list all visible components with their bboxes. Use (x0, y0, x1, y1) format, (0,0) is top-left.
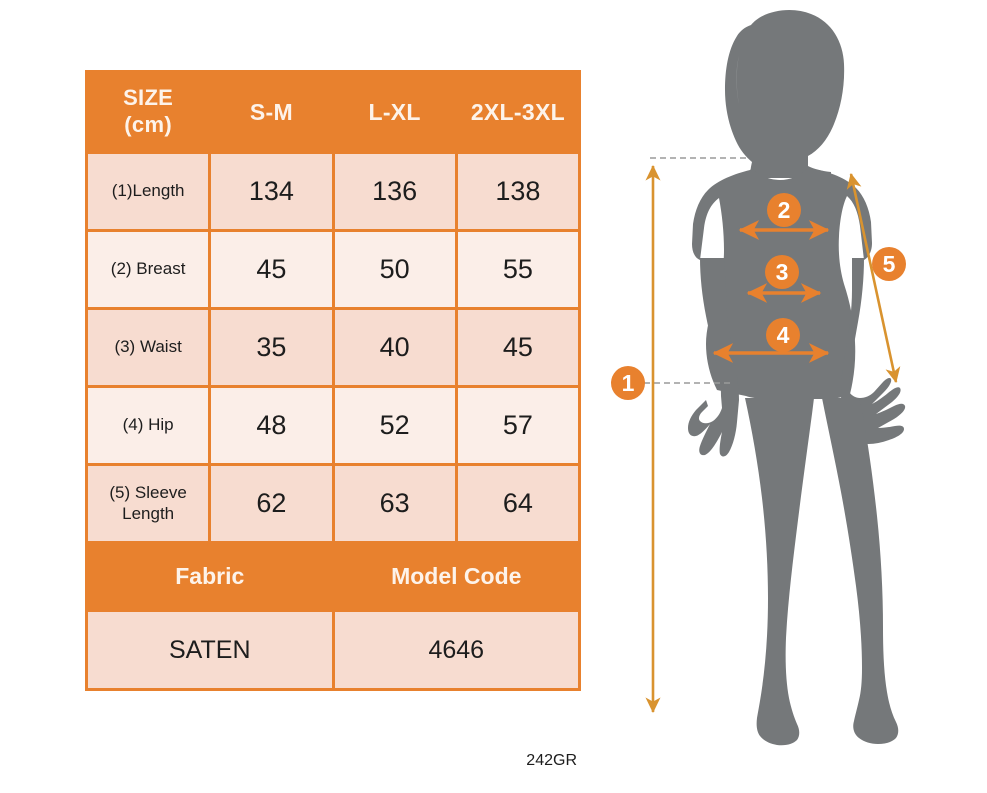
row-waist-value-l-xl: 40 (334, 310, 455, 385)
table-bottom-value-row: SATEN 4646 (88, 612, 578, 688)
header-size-cm: SIZE (cm) (88, 73, 209, 151)
row-breast-value-l-xl: 50 (334, 232, 455, 307)
header-size-s-m: S-M (211, 73, 332, 151)
header-size-line1: SIZE (123, 85, 174, 111)
badge-2: 2 (767, 193, 801, 227)
table-bottom-header-row: Fabric Model Code (88, 544, 578, 609)
row-label-sleeve-line2: Length (122, 503, 175, 523)
table-row: (4) Hip 48 52 57 (88, 388, 578, 463)
row-breast-value-s-m: 45 (211, 232, 332, 307)
row-sleeve-value-l-xl: 63 (334, 466, 455, 541)
size-table-container: SIZE (cm) S-M L-XL 2XL-3XL (1)Length 134… (85, 70, 581, 691)
size-table: SIZE (cm) S-M L-XL 2XL-3XL (1)Length 134… (85, 70, 581, 691)
row-sleeve-value-s-m: 62 (211, 466, 332, 541)
badge-5-label: 5 (883, 251, 896, 277)
row-waist-value-2xl-3xl: 45 (457, 310, 578, 385)
table-row: (1)Length 134 136 138 (88, 154, 578, 229)
value-fabric: SATEN (88, 612, 332, 688)
badge-4-label: 4 (777, 322, 790, 348)
row-label-breast: (2) Breast (88, 232, 209, 307)
row-label-waist: (3) Waist (88, 310, 209, 385)
table-header: SIZE (cm) S-M L-XL 2XL-3XL (88, 73, 578, 151)
badge-1-label: 1 (622, 370, 635, 396)
table-row: (3) Waist 35 40 45 (88, 310, 578, 385)
header-model-code: Model Code (334, 544, 578, 609)
badge-5: 5 (872, 247, 906, 281)
header-size-line2: (cm) (124, 112, 172, 137)
badge-3: 3 (765, 255, 799, 289)
row-waist-value-s-m: 35 (211, 310, 332, 385)
table-row: (5) Sleeve Length 62 63 64 (88, 466, 578, 541)
footer-product-code: 242GR (526, 752, 577, 769)
row-length-value-2xl-3xl: 138 (457, 154, 578, 229)
header-fabric: Fabric (88, 544, 332, 609)
row-label-length: (1)Length (88, 154, 209, 229)
female-silhouette-icon (688, 9, 906, 746)
row-hip-value-s-m: 48 (211, 388, 332, 463)
row-length-value-s-m: 134 (211, 154, 332, 229)
badge-2-label: 2 (778, 197, 791, 223)
row-hip-value-l-xl: 52 (334, 388, 455, 463)
badge-1: 1 (611, 366, 645, 400)
table-row: (2) Breast 45 50 55 (88, 232, 578, 307)
row-breast-value-2xl-3xl: 55 (457, 232, 578, 307)
header-size-2xl-3xl: 2XL-3XL (457, 73, 578, 151)
value-model-code: 4646 (334, 612, 578, 688)
measurement-figure: 1 2 3 4 5 (600, 0, 987, 793)
badge-3-label: 3 (776, 259, 789, 285)
arrow-sleeve-length (846, 172, 901, 384)
row-sleeve-value-2xl-3xl: 64 (457, 466, 578, 541)
row-label-hip: (4) Hip (88, 388, 209, 463)
row-label-sleeve-length: (5) Sleeve Length (88, 466, 209, 541)
table-body: (1)Length 134 136 138 (2) Breast 45 50 5… (88, 154, 578, 688)
badge-4: 4 (766, 318, 800, 352)
row-label-sleeve-line1: (5) Sleeve (109, 483, 187, 503)
header-size-l-xl: L-XL (334, 73, 455, 151)
row-length-value-l-xl: 136 (334, 154, 455, 229)
row-hip-value-2xl-3xl: 57 (457, 388, 578, 463)
table-header-row: SIZE (cm) S-M L-XL 2XL-3XL (88, 73, 578, 151)
